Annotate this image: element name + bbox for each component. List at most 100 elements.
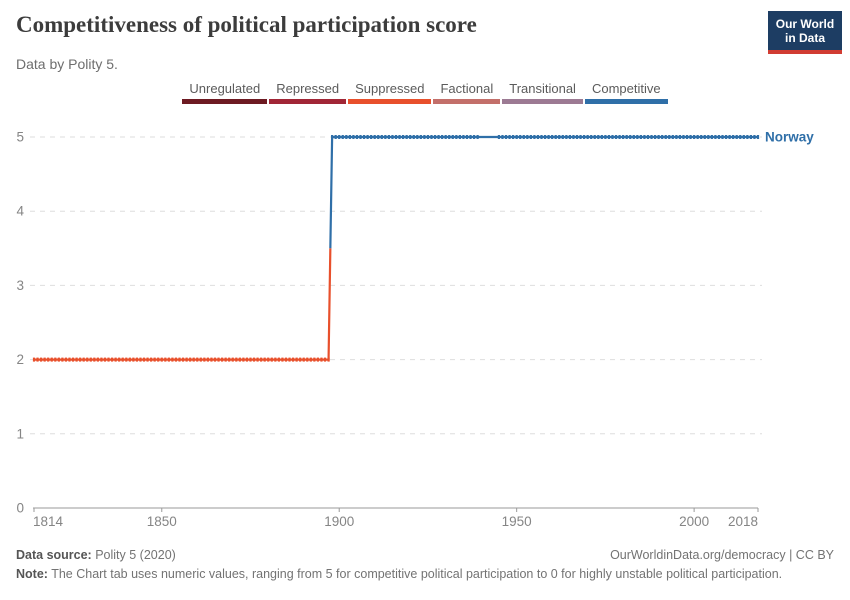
series-marker bbox=[650, 135, 653, 139]
series-marker bbox=[313, 357, 316, 362]
series-marker bbox=[732, 135, 735, 139]
series-marker bbox=[455, 135, 458, 139]
series-marker bbox=[501, 135, 504, 139]
series-marker bbox=[700, 135, 703, 139]
series-marker bbox=[249, 357, 252, 362]
series-marker bbox=[139, 357, 142, 362]
legend-item-unregulated[interactable]: Unregulated bbox=[182, 81, 268, 104]
series-marker bbox=[423, 135, 426, 139]
series-marker bbox=[288, 357, 291, 362]
series-marker bbox=[444, 135, 447, 139]
series-marker bbox=[203, 357, 206, 362]
owid-logo-line2: in Data bbox=[784, 31, 825, 46]
legend-item-swatch bbox=[433, 99, 501, 104]
series-marker bbox=[668, 135, 671, 139]
series-marker bbox=[703, 135, 706, 139]
series-marker bbox=[504, 135, 508, 139]
series-marker bbox=[497, 135, 501, 139]
series-marker bbox=[558, 135, 561, 139]
series-marker bbox=[110, 357, 114, 362]
legend-item-transitional[interactable]: Transitional bbox=[502, 81, 583, 104]
series-marker bbox=[632, 135, 635, 139]
series-marker bbox=[568, 135, 572, 139]
series-marker bbox=[260, 357, 263, 362]
legend: Unregulated Repressed Suppressed Factional T… bbox=[0, 81, 850, 104]
series-marker bbox=[160, 357, 163, 362]
series-marker bbox=[71, 357, 75, 362]
x-tick-label: 1900 bbox=[324, 514, 354, 529]
series-marker bbox=[597, 135, 600, 139]
series-marker bbox=[54, 357, 57, 362]
series-marker bbox=[554, 135, 557, 139]
series-marker bbox=[646, 135, 650, 139]
series-marker bbox=[572, 135, 575, 139]
series-marker bbox=[118, 357, 121, 362]
series-marker bbox=[36, 357, 39, 362]
series-marker bbox=[458, 135, 461, 139]
series-marker bbox=[370, 135, 373, 139]
series-marker bbox=[320, 357, 323, 362]
series-marker bbox=[277, 357, 280, 362]
series-marker bbox=[50, 357, 53, 362]
series-marker bbox=[600, 135, 603, 139]
series-marker bbox=[735, 135, 738, 139]
series-marker bbox=[448, 135, 451, 139]
note-text: The Chart tab uses numeric values, rangi… bbox=[51, 566, 783, 581]
series-marker bbox=[61, 357, 64, 362]
series-marker bbox=[618, 135, 621, 139]
series-marker bbox=[263, 357, 266, 362]
legend-item-factional[interactable]: Factional bbox=[433, 81, 501, 104]
series-marker bbox=[327, 357, 330, 362]
series-marker bbox=[380, 135, 383, 139]
series-marker bbox=[437, 135, 440, 139]
series-marker bbox=[281, 357, 284, 362]
series-marker bbox=[462, 135, 465, 139]
series-marker bbox=[625, 135, 628, 139]
series-marker bbox=[206, 357, 210, 362]
series-marker bbox=[132, 357, 135, 362]
series-marker bbox=[653, 135, 657, 139]
series-marker bbox=[228, 357, 231, 362]
chart-footer: Data source: Polity 5 (2020) OurWorldinD… bbox=[16, 546, 834, 584]
series-marker bbox=[419, 135, 422, 139]
series-marker bbox=[696, 135, 699, 139]
legend-item-suppressed[interactable]: Suppressed bbox=[348, 81, 432, 104]
series-marker bbox=[714, 135, 717, 139]
series-marker bbox=[309, 357, 312, 362]
series-marker bbox=[675, 135, 678, 139]
y-tick-label: 2 bbox=[16, 352, 24, 367]
series-marker bbox=[352, 135, 355, 139]
series-marker bbox=[398, 135, 401, 139]
series-marker bbox=[135, 357, 139, 362]
series-marker bbox=[469, 135, 472, 139]
series-marker bbox=[245, 357, 249, 362]
series-marker bbox=[128, 357, 131, 362]
y-tick-label: 0 bbox=[16, 501, 24, 516]
owid-link[interactable]: OurWorldinData.org/democracy | CC BY bbox=[610, 548, 834, 562]
series-marker bbox=[710, 135, 713, 139]
series-marker bbox=[68, 357, 71, 362]
legend-item-competitive[interactable]: Competitive bbox=[584, 81, 668, 104]
series-marker bbox=[472, 135, 476, 139]
legend-item-label: Unregulated bbox=[189, 81, 261, 96]
series-label-norway[interactable]: Norway bbox=[765, 130, 814, 145]
owid-logo[interactable]: Our World in Data bbox=[768, 11, 842, 54]
series-marker bbox=[89, 357, 92, 362]
series-marker bbox=[373, 135, 376, 139]
legend-item-swatch bbox=[502, 99, 583, 104]
legend-item-label: Competitive bbox=[591, 81, 661, 96]
x-tick-label: 1950 bbox=[502, 514, 532, 529]
series-marker bbox=[362, 135, 366, 139]
series-marker bbox=[426, 135, 430, 139]
x-tick-label: 2018 bbox=[728, 514, 758, 529]
series-marker bbox=[643, 135, 646, 139]
legend-item-repressed[interactable]: Repressed bbox=[269, 81, 347, 104]
legend-item-swatch bbox=[584, 99, 668, 104]
series-marker bbox=[348, 135, 351, 139]
series-marker bbox=[384, 135, 387, 139]
series-marker bbox=[661, 135, 664, 139]
series-marker bbox=[100, 357, 103, 362]
series-marker bbox=[331, 135, 334, 139]
series-marker bbox=[366, 135, 369, 139]
